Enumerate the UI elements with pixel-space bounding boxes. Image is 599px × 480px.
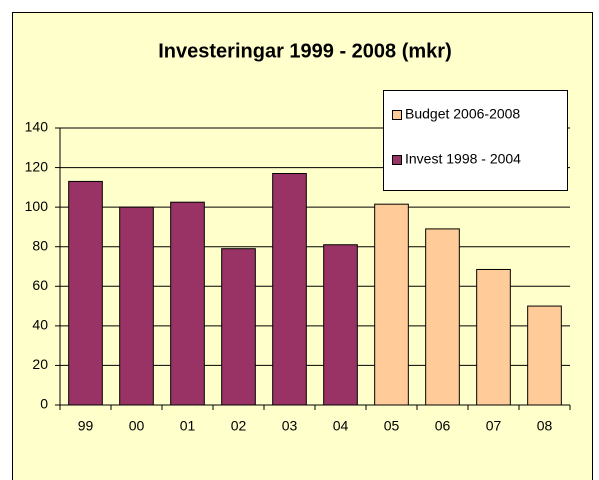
bar — [476, 268, 511, 406]
bar — [374, 203, 409, 406]
bar — [221, 248, 256, 406]
y-tick-label: 120 — [25, 158, 49, 174]
bar — [323, 244, 358, 406]
x-tick-label: 00 — [129, 418, 145, 434]
x-tick-label: 07 — [486, 418, 502, 434]
legend-label: Invest 1998 - 2004 — [405, 151, 521, 167]
y-tick-label: 140 — [25, 119, 49, 135]
x-tick-label: 99 — [78, 418, 94, 434]
x-tick-label: 02 — [231, 418, 247, 434]
x-tick-label: 05 — [384, 418, 400, 434]
y-tick-label: 40 — [32, 317, 48, 333]
bar — [68, 180, 103, 406]
legend-swatch — [392, 155, 402, 165]
y-tick-label: 100 — [25, 198, 49, 214]
y-tick-label: 80 — [32, 237, 48, 253]
bar — [272, 173, 307, 406]
legend-swatch — [392, 110, 402, 120]
y-tick-label: 0 — [40, 396, 48, 412]
bar — [527, 305, 562, 406]
bar — [170, 201, 205, 406]
x-tick-label: 06 — [435, 418, 451, 434]
y-tick-label: 20 — [32, 356, 48, 372]
x-tick-label: 08 — [537, 418, 553, 434]
y-tick-label: 60 — [32, 277, 48, 293]
x-tick-label: 03 — [282, 418, 298, 434]
chart-title: Investeringar 1999 - 2008 (mkr) — [158, 40, 452, 62]
bar — [119, 206, 154, 406]
x-tick-label: 01 — [180, 418, 196, 434]
bar — [425, 228, 460, 406]
x-tick-label: 04 — [333, 418, 349, 434]
legend-label: Budget 2006-2008 — [405, 106, 520, 122]
legend — [383, 90, 568, 191]
